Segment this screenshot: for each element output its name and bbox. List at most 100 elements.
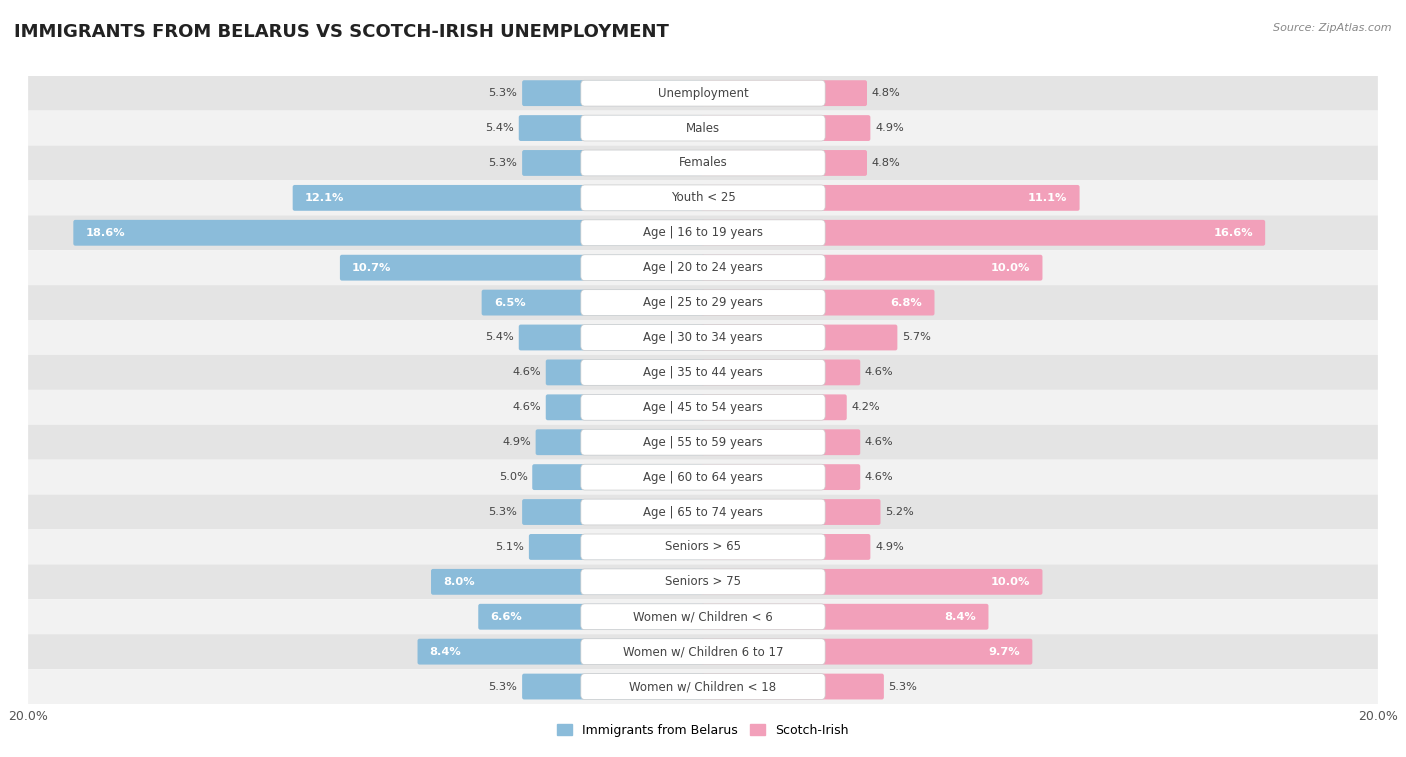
FancyBboxPatch shape <box>581 185 825 210</box>
Text: 5.3%: 5.3% <box>488 88 517 98</box>
FancyBboxPatch shape <box>702 674 884 699</box>
Text: 18.6%: 18.6% <box>86 228 125 238</box>
FancyBboxPatch shape <box>581 80 825 106</box>
Text: Seniors > 75: Seniors > 75 <box>665 575 741 588</box>
Text: Women w/ Children < 18: Women w/ Children < 18 <box>630 680 776 693</box>
FancyBboxPatch shape <box>482 290 704 316</box>
Text: Women w/ Children < 6: Women w/ Children < 6 <box>633 610 773 623</box>
Text: 4.8%: 4.8% <box>872 88 900 98</box>
FancyBboxPatch shape <box>418 639 704 665</box>
FancyBboxPatch shape <box>28 145 1378 180</box>
Text: 5.3%: 5.3% <box>889 681 918 692</box>
FancyBboxPatch shape <box>28 494 1378 529</box>
Text: 5.3%: 5.3% <box>488 681 517 692</box>
Text: 5.0%: 5.0% <box>499 472 527 482</box>
FancyBboxPatch shape <box>581 255 825 281</box>
FancyBboxPatch shape <box>702 639 1032 665</box>
FancyBboxPatch shape <box>702 150 868 176</box>
Text: 16.6%: 16.6% <box>1213 228 1253 238</box>
FancyBboxPatch shape <box>522 80 704 106</box>
FancyBboxPatch shape <box>28 76 1378 111</box>
Text: 5.3%: 5.3% <box>488 507 517 517</box>
Text: 8.0%: 8.0% <box>443 577 475 587</box>
FancyBboxPatch shape <box>28 355 1378 390</box>
Text: 4.9%: 4.9% <box>875 542 904 552</box>
Text: 8.4%: 8.4% <box>430 646 461 656</box>
FancyBboxPatch shape <box>702 220 1265 246</box>
FancyBboxPatch shape <box>28 600 1378 634</box>
Text: Age | 20 to 24 years: Age | 20 to 24 years <box>643 261 763 274</box>
Text: 6.6%: 6.6% <box>491 612 522 621</box>
Text: Age | 30 to 34 years: Age | 30 to 34 years <box>643 331 763 344</box>
Text: 4.6%: 4.6% <box>512 402 541 413</box>
FancyBboxPatch shape <box>522 674 704 699</box>
FancyBboxPatch shape <box>340 255 704 281</box>
FancyBboxPatch shape <box>581 150 825 176</box>
Text: 4.6%: 4.6% <box>865 367 894 378</box>
FancyBboxPatch shape <box>28 459 1378 494</box>
Text: Women w/ Children 6 to 17: Women w/ Children 6 to 17 <box>623 645 783 658</box>
Text: Age | 35 to 44 years: Age | 35 to 44 years <box>643 366 763 379</box>
Text: 11.1%: 11.1% <box>1028 193 1067 203</box>
Text: 10.7%: 10.7% <box>352 263 391 273</box>
FancyBboxPatch shape <box>519 325 704 350</box>
Text: 6.8%: 6.8% <box>890 298 922 307</box>
Text: 6.5%: 6.5% <box>494 298 526 307</box>
FancyBboxPatch shape <box>702 255 1042 281</box>
Text: 8.4%: 8.4% <box>945 612 976 621</box>
Text: 5.2%: 5.2% <box>886 507 914 517</box>
Text: Females: Females <box>679 157 727 170</box>
FancyBboxPatch shape <box>28 320 1378 355</box>
FancyBboxPatch shape <box>581 290 825 316</box>
FancyBboxPatch shape <box>581 394 825 420</box>
Text: 4.2%: 4.2% <box>852 402 880 413</box>
Text: 4.6%: 4.6% <box>512 367 541 378</box>
FancyBboxPatch shape <box>702 499 880 525</box>
FancyBboxPatch shape <box>581 220 825 246</box>
FancyBboxPatch shape <box>702 185 1080 210</box>
Text: 10.0%: 10.0% <box>991 263 1031 273</box>
FancyBboxPatch shape <box>522 150 704 176</box>
FancyBboxPatch shape <box>581 534 825 560</box>
FancyBboxPatch shape <box>28 565 1378 600</box>
FancyBboxPatch shape <box>28 634 1378 669</box>
FancyBboxPatch shape <box>28 180 1378 215</box>
Text: Age | 60 to 64 years: Age | 60 to 64 years <box>643 471 763 484</box>
FancyBboxPatch shape <box>581 604 825 630</box>
FancyBboxPatch shape <box>702 464 860 490</box>
FancyBboxPatch shape <box>28 390 1378 425</box>
FancyBboxPatch shape <box>702 604 988 630</box>
FancyBboxPatch shape <box>28 251 1378 285</box>
FancyBboxPatch shape <box>546 394 704 420</box>
FancyBboxPatch shape <box>702 325 897 350</box>
FancyBboxPatch shape <box>533 464 704 490</box>
Text: 4.6%: 4.6% <box>865 472 894 482</box>
Text: 5.1%: 5.1% <box>495 542 524 552</box>
Text: 4.9%: 4.9% <box>875 123 904 133</box>
FancyBboxPatch shape <box>581 429 825 455</box>
Text: Age | 65 to 74 years: Age | 65 to 74 years <box>643 506 763 519</box>
Text: Age | 16 to 19 years: Age | 16 to 19 years <box>643 226 763 239</box>
FancyBboxPatch shape <box>73 220 704 246</box>
FancyBboxPatch shape <box>28 215 1378 251</box>
FancyBboxPatch shape <box>702 429 860 455</box>
FancyBboxPatch shape <box>522 499 704 525</box>
Text: IMMIGRANTS FROM BELARUS VS SCOTCH-IRISH UNEMPLOYMENT: IMMIGRANTS FROM BELARUS VS SCOTCH-IRISH … <box>14 23 669 41</box>
FancyBboxPatch shape <box>546 360 704 385</box>
FancyBboxPatch shape <box>581 325 825 350</box>
FancyBboxPatch shape <box>581 674 825 699</box>
Text: 10.0%: 10.0% <box>991 577 1031 587</box>
Text: 4.9%: 4.9% <box>502 438 531 447</box>
FancyBboxPatch shape <box>702 534 870 560</box>
Text: Seniors > 65: Seniors > 65 <box>665 540 741 553</box>
FancyBboxPatch shape <box>581 360 825 385</box>
FancyBboxPatch shape <box>702 569 1042 595</box>
Text: Age | 25 to 29 years: Age | 25 to 29 years <box>643 296 763 309</box>
FancyBboxPatch shape <box>432 569 704 595</box>
Text: 4.6%: 4.6% <box>865 438 894 447</box>
FancyBboxPatch shape <box>292 185 704 210</box>
FancyBboxPatch shape <box>581 499 825 525</box>
FancyBboxPatch shape <box>702 360 860 385</box>
Text: Males: Males <box>686 122 720 135</box>
FancyBboxPatch shape <box>519 115 704 141</box>
